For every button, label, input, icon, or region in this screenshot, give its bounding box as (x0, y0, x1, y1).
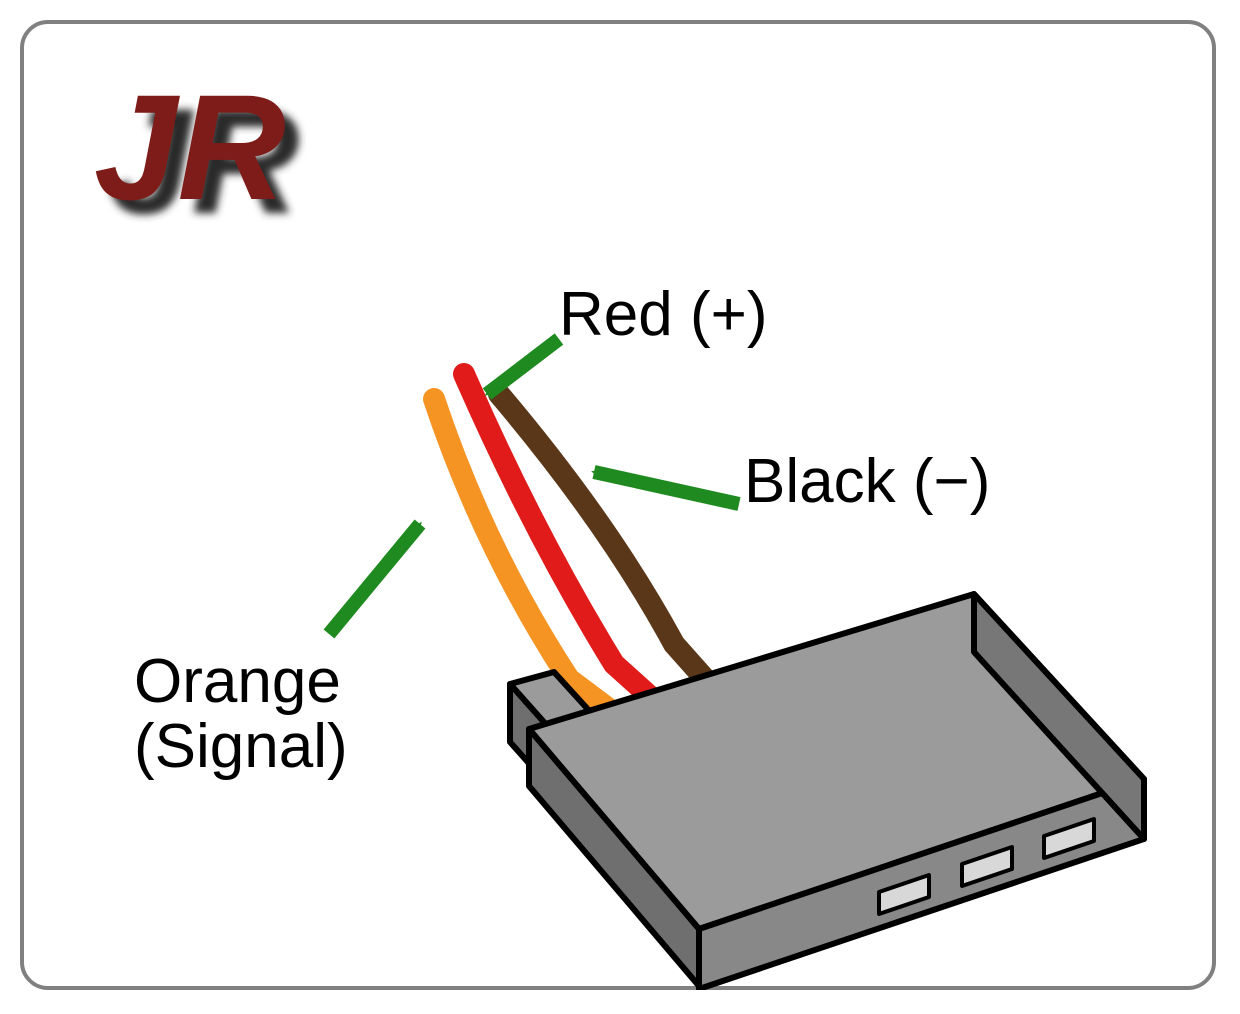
diagram-frame: JR JR (20, 20, 1216, 990)
wires (434, 374, 714, 724)
arrow-orange (329, 524, 420, 634)
arrow-red (487, 339, 559, 394)
label-red: Red (+) (559, 282, 767, 347)
arrows (329, 339, 739, 634)
connector-diagram (24, 24, 1220, 990)
label-orange: Orange (Signal) (134, 649, 348, 779)
arrow-black (594, 472, 739, 504)
label-black: Black (−) (744, 449, 990, 514)
